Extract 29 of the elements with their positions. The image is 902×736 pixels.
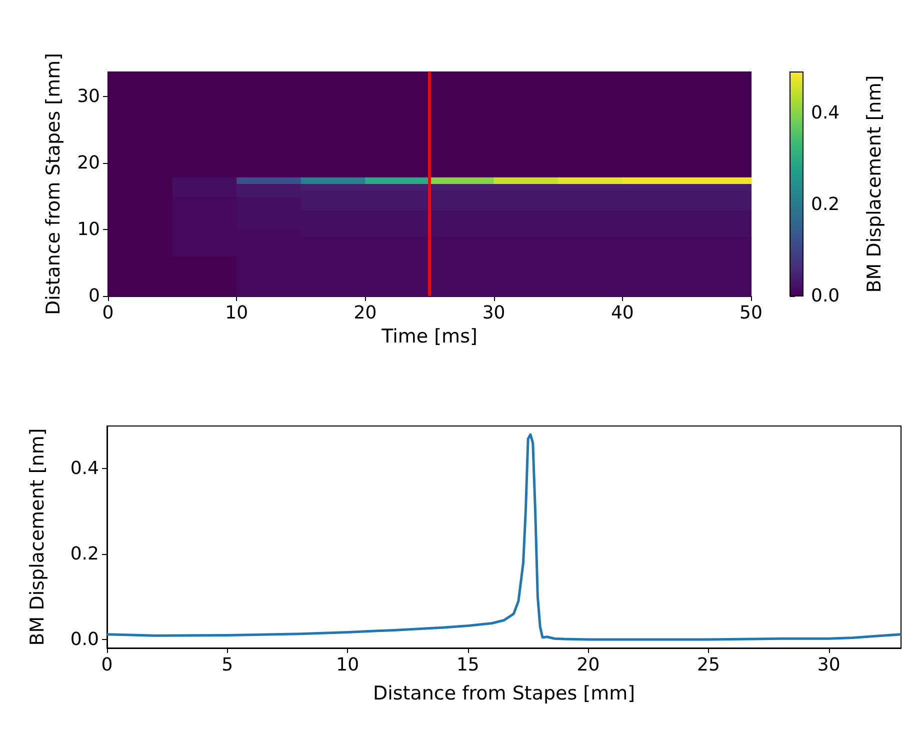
x-tick-label: 15 (456, 654, 480, 676)
color-bar-label: 0.0 (811, 286, 840, 306)
x-tick-label: 10 (225, 302, 248, 324)
x-tick-label: 5 (222, 654, 234, 676)
x-tick-label: 20 (576, 654, 600, 676)
y-axis-title: Distance from Stapes [mm] (42, 52, 64, 316)
x-tick-label: 10 (336, 654, 360, 676)
x-axis-title: Distance from Stapes [mm] (372, 682, 636, 704)
x-axis-title: Time [ms] (380, 325, 478, 348)
y-tick-label: 10 (77, 219, 100, 240)
x-tick-label: 30 (817, 654, 840, 676)
y-tick-label: 30 (77, 86, 100, 108)
x-tick-label: 40 (610, 302, 634, 324)
y-tick-label: 0.0 (70, 628, 99, 650)
x-tick-label: 50 (740, 302, 762, 324)
x-tick-label: 0 (101, 654, 113, 676)
color-bar-label: 0.4 (811, 102, 840, 124)
y-tick-label: 0.4 (70, 458, 99, 480)
y-tick-label: 0 (88, 286, 100, 306)
color-bar-label: 0.2 (811, 194, 840, 216)
x-tick-label: 20 (354, 302, 377, 324)
y-tick-label: 20 (77, 152, 100, 174)
x-tick-label: 30 (482, 302, 506, 324)
line-series (106, 433, 902, 641)
y-axis-title: BM Displacement [nm] (26, 428, 48, 646)
color-bar-title: BM Displacement [nm] (864, 75, 886, 293)
x-tick-label: 25 (697, 654, 720, 676)
y-tick-label: 0.2 (70, 544, 99, 565)
x-tick-label: 0 (102, 302, 114, 324)
